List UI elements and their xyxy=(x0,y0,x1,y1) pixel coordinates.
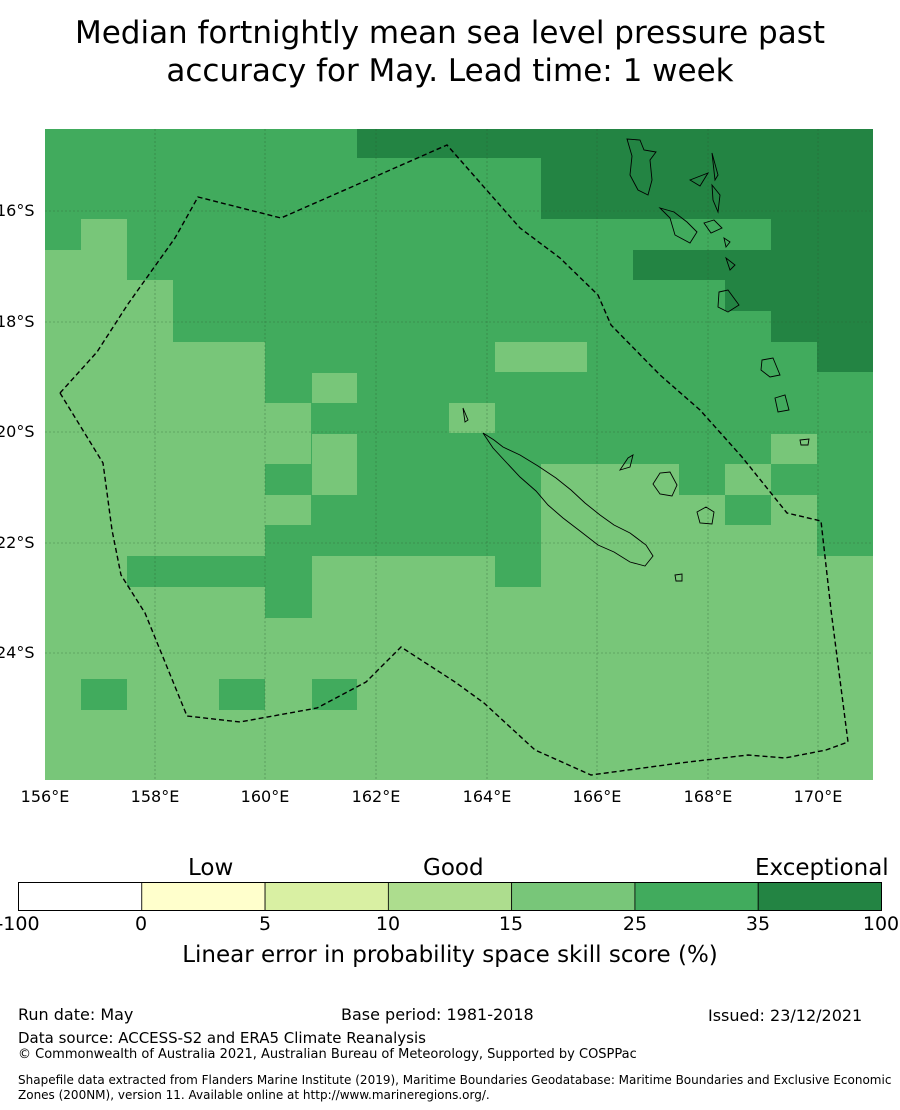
base-period: Base period: 1981-2018 xyxy=(341,1005,534,1024)
colorbar-tick: 25 xyxy=(622,913,648,935)
title-line-2: accuracy for May. Lead time: 1 week xyxy=(166,53,734,89)
chart-title: Median fortnightly mean sea level pressu… xyxy=(0,14,900,90)
copyright: © Commonwealth of Australia 2021, Austra… xyxy=(18,1047,637,1062)
colorbar-tick: -100 xyxy=(0,913,40,935)
colorbar-swatch xyxy=(634,882,759,911)
shapefile-credit: Shapefile data extracted from Flanders M… xyxy=(18,1073,892,1102)
vanuatu-small-3 xyxy=(688,172,710,187)
vanuatu-tanna xyxy=(725,256,736,271)
gridlines xyxy=(45,129,873,780)
colorbar-title: Linear error in probability space skill … xyxy=(182,942,718,968)
vanuatu-small-1 xyxy=(711,152,719,182)
lon-label-158e: 158°E xyxy=(130,787,180,806)
colorbar-category-low: Low xyxy=(188,855,234,881)
fiji-small-3 xyxy=(799,438,810,446)
colorbar-swatch xyxy=(264,882,389,911)
run-date: Run date: May xyxy=(18,1005,134,1024)
colorbar xyxy=(18,882,882,911)
small-island-1 xyxy=(462,407,469,423)
eez-boundary xyxy=(59,144,849,776)
title-line-1: Median fortnightly mean sea level pressu… xyxy=(74,15,826,51)
skill-cells-25-35 xyxy=(81,464,771,710)
fiji-small-2 xyxy=(774,394,790,413)
colorbar-tick: 100 xyxy=(862,913,900,935)
vanuatu-espiritu-santo xyxy=(626,138,657,196)
data-source: Data source: ACCESS-S2 and ERA5 Climate … xyxy=(18,1029,426,1047)
lon-label-164e: 164°E xyxy=(462,787,512,806)
lat-label-18s: 18°S xyxy=(0,312,35,331)
lat-label-16s: 16°S xyxy=(0,201,35,220)
lon-label-162e: 162°E xyxy=(351,787,401,806)
loyalty-island-2 xyxy=(652,471,678,497)
vanuatu-aneityum xyxy=(723,237,731,249)
map-area: 16°S 18°S 20°S 22°S 24°S xyxy=(0,120,900,820)
loyalty-island-3 xyxy=(696,506,715,525)
skill-cells-35-100 xyxy=(357,129,873,372)
lon-label-170e: 170°E xyxy=(793,787,843,806)
small-island-2 xyxy=(674,573,683,582)
vanuatu-efate xyxy=(703,219,723,234)
colorbar-tick: 5 xyxy=(258,913,272,935)
lat-label-20s: 20°S xyxy=(0,422,35,441)
colorbar-category-good: Good xyxy=(423,855,484,881)
colorbar-swatch xyxy=(387,882,513,911)
coastlines xyxy=(462,138,810,582)
lon-label-168e: 168°E xyxy=(683,787,733,806)
colorbar-tick: 15 xyxy=(498,913,524,935)
lat-label-24s: 24°S xyxy=(0,643,35,662)
skill-cells-15-25 xyxy=(45,219,873,780)
colorbar-category-exceptional: Exceptional xyxy=(755,855,889,881)
colorbar-swatch xyxy=(511,882,636,911)
fiji-small-1 xyxy=(760,357,781,378)
colorbar-tick: 0 xyxy=(134,913,148,935)
colorbar-tick: 35 xyxy=(745,913,771,935)
vanuatu-erromango xyxy=(717,289,740,313)
colorbar-swatch xyxy=(18,882,143,911)
colorbar-swatch xyxy=(141,882,266,911)
colorbar-swatch xyxy=(757,882,882,911)
vanuatu-small-2 xyxy=(711,183,721,214)
skill-map xyxy=(45,129,873,780)
lon-label-156e: 156°E xyxy=(20,787,70,806)
new-caledonia-island xyxy=(482,432,654,567)
lat-label-22s: 22°S xyxy=(0,533,35,552)
loyalty-island-1 xyxy=(618,454,634,471)
issued-date: Issued: 23/12/2021 xyxy=(708,1006,863,1025)
lon-label-166e: 166°E xyxy=(572,787,622,806)
lon-label-160e: 160°E xyxy=(240,787,290,806)
vanuatu-malekula xyxy=(658,207,698,244)
colorbar-tick: 10 xyxy=(375,913,401,935)
